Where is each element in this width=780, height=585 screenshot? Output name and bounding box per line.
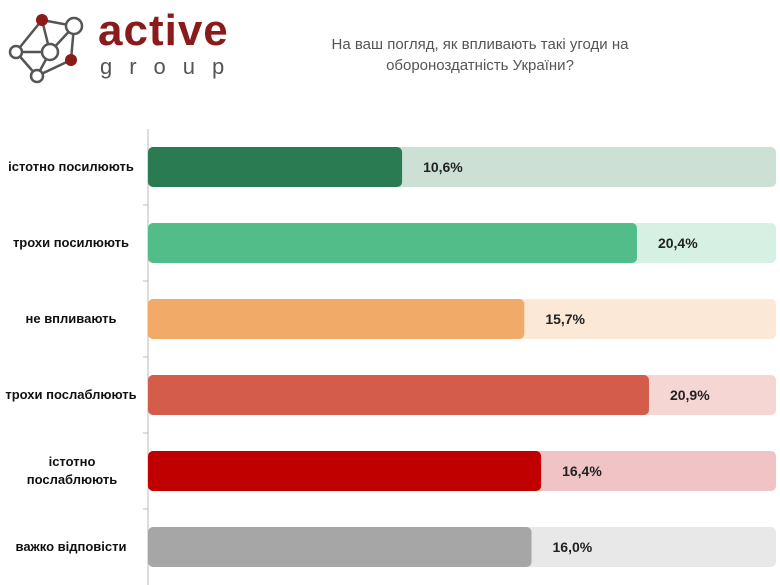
category-label: істотно послаблюють (26, 454, 118, 487)
bar (148, 375, 649, 415)
logo-text-group: group (100, 54, 242, 79)
category-label: важко відповісти (15, 539, 127, 554)
data-label: 20,4% (658, 235, 698, 251)
bar (148, 451, 542, 491)
category-label: трохи посилюють (12, 235, 130, 250)
bar (148, 223, 637, 263)
category-label: істотно посилюють (8, 159, 134, 174)
chart-title: На ваш погляд, як впливають такі угоди н… (331, 36, 629, 74)
logo-text-active: active (98, 6, 229, 55)
data-label: 16,4% (562, 463, 602, 479)
data-label: 20,9% (670, 387, 710, 403)
bar (148, 147, 403, 187)
data-label: 10,6% (423, 159, 463, 175)
category-label: не впливають (25, 311, 117, 326)
bar (148, 299, 525, 339)
category-label: трохи послаблюють (5, 387, 137, 402)
active-group-logo (8, 14, 84, 84)
data-label: 16,0% (553, 539, 593, 555)
bar (148, 527, 532, 567)
data-label: 15,7% (545, 311, 585, 327)
